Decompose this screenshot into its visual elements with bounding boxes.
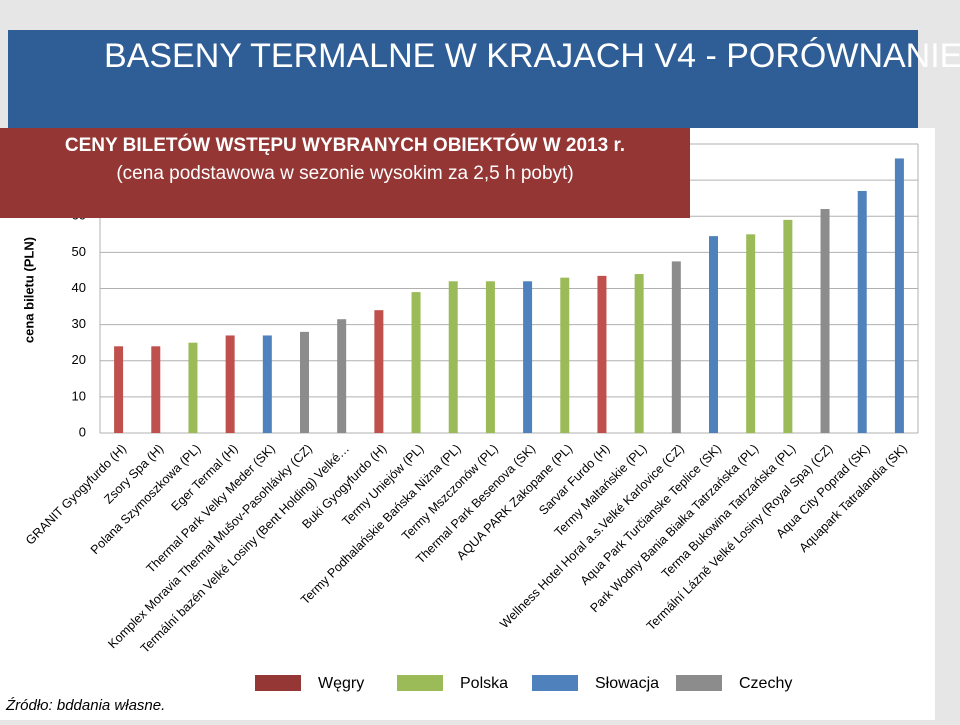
legend-swatch — [676, 675, 722, 691]
slide-title: BASENY TERMALNE W KRAJACH V4 - PORÓWNANI… — [104, 37, 960, 75]
bar — [783, 219, 793, 433]
y-tick-label: 30 — [72, 316, 86, 331]
y-axis-label: cena biletu (PLN) — [21, 237, 36, 343]
legend-label: Węgry — [318, 675, 364, 692]
legend-swatch — [397, 675, 443, 691]
bar — [671, 261, 681, 433]
bar — [262, 335, 272, 433]
y-tick-label: 20 — [72, 352, 86, 367]
bar — [485, 281, 495, 433]
bar — [894, 158, 904, 433]
chart-subtitle: (cena podstawowa w sezonie wysokim za 2,… — [116, 163, 573, 184]
chart-title-box — [0, 128, 690, 218]
bar — [114, 346, 124, 433]
bar — [560, 277, 570, 433]
bar — [337, 319, 347, 433]
y-tick-label: 10 — [72, 388, 86, 403]
bar — [634, 274, 644, 433]
bar — [597, 275, 607, 433]
legend-label: Słowacja — [595, 675, 659, 692]
legend-label: Polska — [460, 675, 508, 692]
y-tick-label: 0 — [79, 424, 86, 439]
bar — [857, 190, 867, 433]
bar — [225, 335, 235, 433]
bar — [523, 281, 533, 433]
legend-swatch — [532, 675, 578, 691]
chart-title: CENY BILETÓW WSTĘPU WYBRANYCH OBIEKTÓW W… — [65, 134, 625, 156]
legend-label: Czechy — [739, 675, 792, 692]
bar — [448, 281, 458, 433]
bar — [709, 236, 718, 433]
y-tick-label: 40 — [72, 280, 86, 295]
source: Źródło: bddania własne. — [5, 697, 165, 714]
bar — [411, 292, 421, 433]
bar — [746, 234, 756, 433]
bar — [188, 342, 198, 433]
title-banner — [8, 30, 918, 130]
legend-swatch — [255, 675, 301, 691]
bar — [820, 209, 830, 433]
y-tick-label: 50 — [72, 244, 86, 259]
bar — [374, 310, 384, 433]
bar — [300, 331, 309, 433]
bar — [151, 346, 161, 433]
